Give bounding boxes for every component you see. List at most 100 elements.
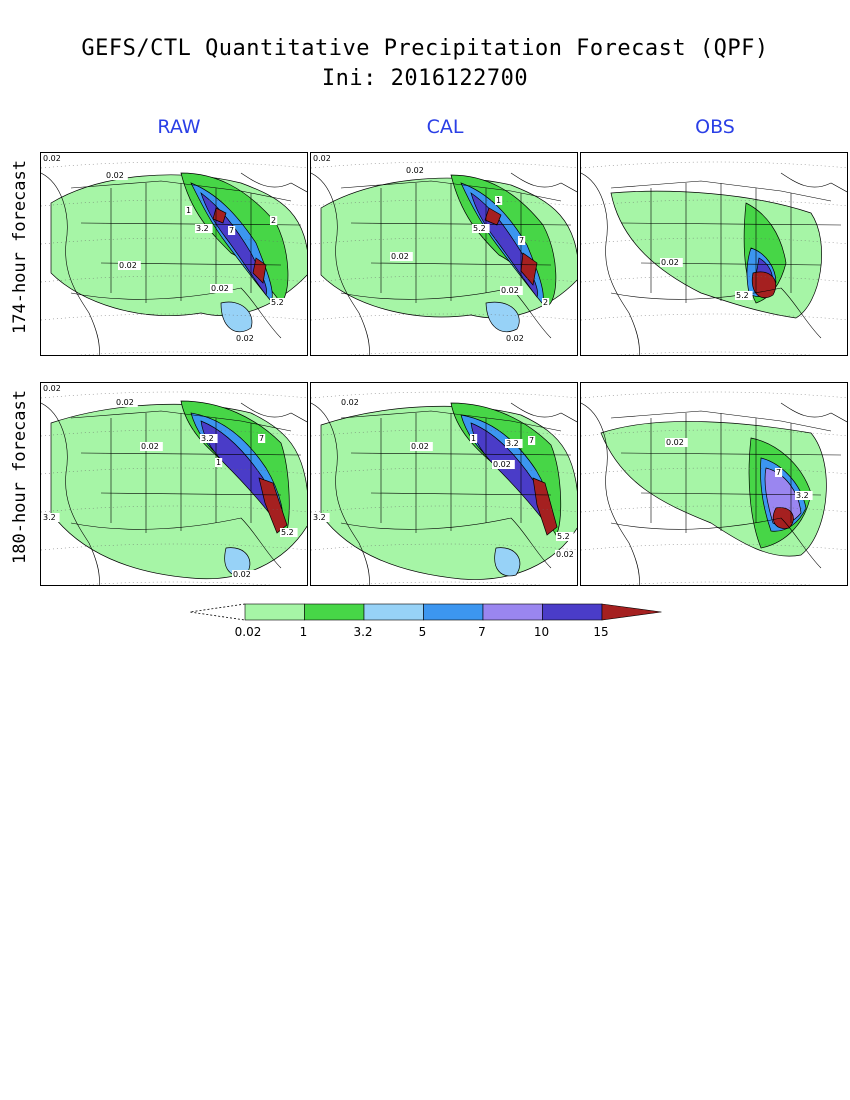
column-header-raw: RAW [157,116,201,138]
contour-label-bg [42,513,60,522]
precip-contour [532,477,558,536]
precip-contour [484,207,538,286]
map-svg: 0.02 0.02 0.02 0.02 0.02 1 3.2 7 5.2 2 [41,154,307,355]
colorbar-tick-label: 10 [534,625,549,639]
contour-label: 3.2 [196,224,209,233]
contour-label-bg [312,513,330,522]
contour-label-bg [200,434,218,443]
contour-label: 3.2 [43,513,56,522]
latitude-gridline [76,581,274,585]
contour-label: 0.02 [43,384,61,393]
contour-label: 5.2 [473,224,486,233]
map-border-line [340,180,562,202]
map-panel-obs-180: 0.02 7 3.2 [580,382,848,586]
contour-label: 0.02 [236,334,254,343]
precip-contour [220,301,253,333]
precip-contour [494,547,521,577]
map-svg: 0.02 7 3.2 [581,391,847,585]
colorbar-tick-label: 0.02 [235,625,262,639]
contour-label-bg [118,261,141,270]
latitude-gridline [581,391,847,399]
map-border-line [581,172,640,355]
map-border-line [340,410,562,432]
map-border-line [510,402,577,423]
map-border-line [780,172,847,193]
colorbar-lower-arrow [189,603,246,621]
contour-label: 0.02 [556,550,574,559]
contour-label: 2 [271,216,276,225]
contour-label-bg [105,171,128,180]
contour-label-bg [280,528,298,537]
latitude-gridline [616,351,814,355]
contour-label: 0.02 [661,258,679,267]
contour-label-bg [42,384,65,393]
contour-label-bg [340,398,363,407]
contour-label-bg [210,284,233,293]
contour-label: 0.02 [211,284,229,293]
map-border-line [240,402,307,423]
contour-label-bg [405,166,428,175]
latitude-gridline [581,313,847,321]
colorbar-tick-label: 7 [478,625,486,639]
colorbar-tick-label: 5 [419,625,427,639]
map-border-line [620,452,842,456]
column-header-cal: CAL [426,116,464,138]
contour-label: 3.2 [313,513,326,522]
map-border-line [80,452,302,456]
contour-label-bg [492,460,515,469]
map-border-line [41,172,100,355]
contour-label: 5.2 [557,532,570,541]
map-svg: 0.02 0.02 0.02 1 3.2 7 5.2 0.02 3.2 [311,391,577,585]
map-svg: 0.02 0.02 0.02 0.02 0.02 1 5.2 7 2 [311,154,577,355]
contour-label-bg [215,458,223,467]
contour-label: 3.2 [796,491,809,500]
contour-label: 1 [496,196,501,205]
chart-subtitle: Ini: 2016122700 [321,66,529,91]
contour-label: 1 [471,434,476,443]
map-border-line [70,410,292,432]
contour-label: 0.02 [411,442,429,451]
contour-label-bg [312,154,335,163]
color-legend: 0.02 1 3.2 5 7 10 15 [180,600,680,640]
map-border-line [610,517,822,569]
map-panel-cal-180: 0.02 0.02 0.02 1 3.2 7 5.2 0.02 3.2 [310,382,578,586]
contour-label: 7 [529,436,534,445]
contour-label: 7 [259,434,264,443]
contour-label-bg [528,436,536,445]
map-border-line [610,180,832,202]
map-border-line [340,287,552,339]
contour-label: 0.02 [493,460,511,469]
precip-contour [212,207,267,284]
row-header-174: 174-hour forecast [10,160,30,334]
contour-label-bg [542,298,550,307]
map-border-line [311,172,370,355]
contour-label-bg [665,438,688,447]
contour-label-bg [735,291,753,300]
map-border-line [311,402,370,585]
contour-label-bg [505,334,528,343]
chart-title: GEFS/CTL Quantitative Precipitation Fore… [81,36,769,61]
contour-label-bg [505,439,523,448]
colorbar: 0.02 1 3.2 5 7 10 15 [189,603,662,639]
latitude-gridline [76,351,274,355]
contour-label: 0.02 [501,286,519,295]
contour-label: 0.02 [119,261,137,270]
contour-label: 1 [216,458,221,467]
map-border-line [780,402,847,423]
map-border-line [240,172,307,193]
precip-contour [485,301,520,333]
contour-label-bg [556,532,574,541]
map-border-line [70,180,292,202]
contour-label: 3.2 [506,439,519,448]
map-panel-raw-180: 0.02 0.02 0.02 1 3.2 7 5.2 0.02 3.2 [40,382,308,586]
contour-label: 0.02 [666,438,684,447]
latitude-gridline [346,581,544,585]
map-svg: 0.02 0.02 0.02 1 3.2 7 5.2 0.02 3.2 [41,384,307,585]
contour-label-bg [195,224,213,233]
latitude-gridline [616,581,814,585]
contour-label: 5.2 [281,528,294,537]
colorbar-tick-label: 15 [593,625,608,639]
map-border-line [70,517,282,569]
contour-label: 7 [229,226,234,235]
contour-label: 7 [776,468,781,477]
